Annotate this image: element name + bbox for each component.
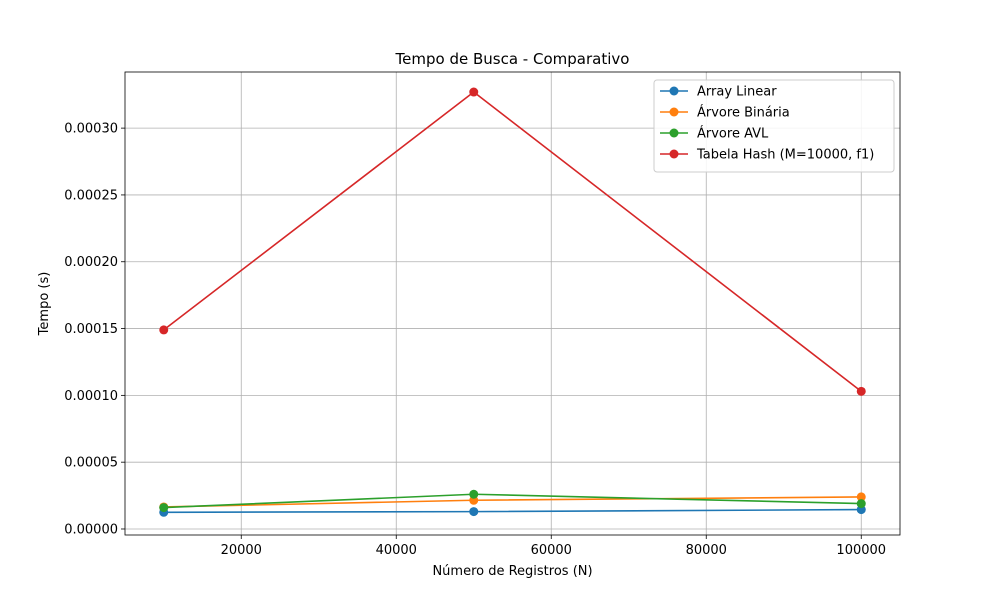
x-tick-label: 60000 [531, 543, 572, 558]
legend-marker [669, 107, 679, 117]
data-point [856, 386, 866, 396]
plot-frame [124, 71, 901, 536]
x-tick-label: 80000 [686, 543, 727, 558]
x-tick-label: 40000 [376, 543, 417, 558]
y-tick-label: 0.00020 [64, 255, 118, 270]
y-tick-label: 0.00025 [64, 188, 118, 203]
legend-label: Árvore Binária [697, 105, 790, 121]
x-tick-label: 20000 [221, 543, 262, 558]
legend-box [653, 79, 895, 173]
legend-marker [669, 86, 679, 96]
x-axis: 20000 40000 60000 80000 100000 [221, 535, 886, 558]
legend-marker [669, 149, 679, 159]
data-point [856, 499, 866, 509]
data-point [469, 507, 479, 517]
y-axis: 0.00000 0.00005 0.00010 0.00015 0.00020 0.000… [64, 122, 125, 537]
legend-label: Tabela Hash (M=10000, f1) [696, 148, 874, 163]
legend-marker [669, 128, 679, 138]
data-point [856, 492, 866, 502]
y-axis-label: Tempo (s) [37, 272, 52, 337]
y-tick-label: 0.00010 [64, 389, 118, 404]
y-tick-label: 0.00015 [64, 322, 118, 337]
data-point [469, 87, 479, 97]
legend: Array Linear Árvore Binária Árvore AVL Tabe… [653, 79, 895, 173]
y-tick-label: 0.00000 [64, 522, 118, 537]
series-group [159, 87, 866, 396]
grid [125, 72, 900, 535]
data-point [159, 325, 169, 335]
x-axis-label: Número de Registros (N) [432, 564, 592, 579]
y-tick-label: 0.00005 [64, 456, 118, 471]
x-tick-label: 100000 [836, 543, 886, 558]
series-layer [159, 87, 866, 517]
series-group [159, 489, 866, 513]
chart-title: Tempo de Busca - Comparativo [395, 50, 630, 68]
data-point [469, 489, 479, 499]
legend-label: Array Linear [697, 85, 777, 100]
legend-label: Árvore AVL [697, 126, 769, 142]
data-point [159, 503, 169, 513]
y-tick-label: 0.00030 [64, 122, 118, 137]
